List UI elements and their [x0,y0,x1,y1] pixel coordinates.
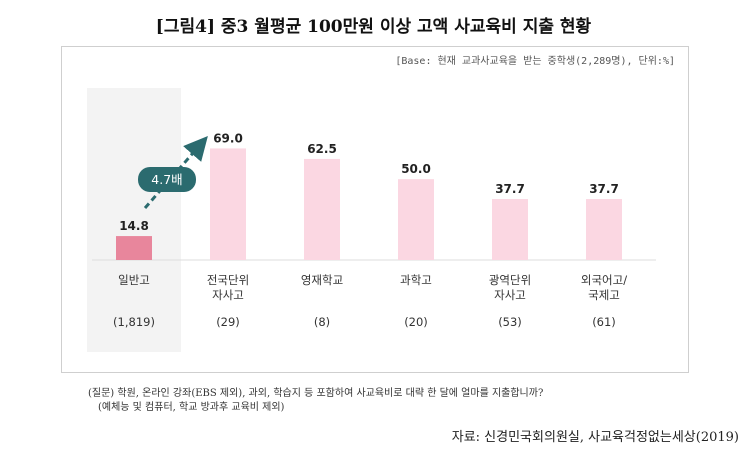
category-label: 과학고 [400,273,432,287]
category-label: 광역단위 [489,273,531,287]
bar [398,179,434,260]
base-note: [Base: 현재 교과사교육을 받는 중학생(2,289명), 단위:%] [395,56,675,67]
count-label: (53) [498,315,522,329]
highlight-background [87,88,181,352]
category-label: 자사고 [494,288,526,302]
count-label: (20) [404,315,428,329]
bar [492,199,528,260]
count-label: (61) [592,315,616,329]
chart-title: [그림4] 중3 월평균 100만원 이상 고액 사교육비 지출 현황 [155,17,592,37]
count-label: (29) [216,315,240,329]
count-label: (8) [314,315,330,329]
footnote-exclusion: (예체능 및 컴퓨터, 학교 방과후 교육비 제외) [98,402,285,413]
bar [304,158,340,260]
value-label: 62.5 [307,142,337,156]
bar [210,148,246,260]
annotation-badge [138,167,196,192]
category-label: 전국단위 [207,273,249,287]
category-label: 일반고 [118,273,150,287]
value-label: 50.0 [401,162,431,176]
bar [586,199,622,260]
footnote-question: (질문) 학원, 온라인 강좌(EBS 제외), 과외, 학습지 등 포함하여 … [88,388,544,399]
bar [116,236,152,260]
category-label: 영재학교 [301,273,343,287]
category-label: 자사고 [212,288,244,302]
category-label: 국제고 [588,288,620,302]
source-note: 자료: 신경민국회의원실, 사교육걱정없는세상(2019) [451,430,739,445]
value-label: 69.0 [213,131,243,145]
value-label: 14.8 [119,219,149,233]
count-label: (1,819) [113,315,155,329]
annotation-label: 4.7배 [151,172,182,187]
value-label: 37.7 [495,182,525,196]
category-label: 외국어고/ [581,273,627,287]
value-label: 37.7 [589,182,619,196]
